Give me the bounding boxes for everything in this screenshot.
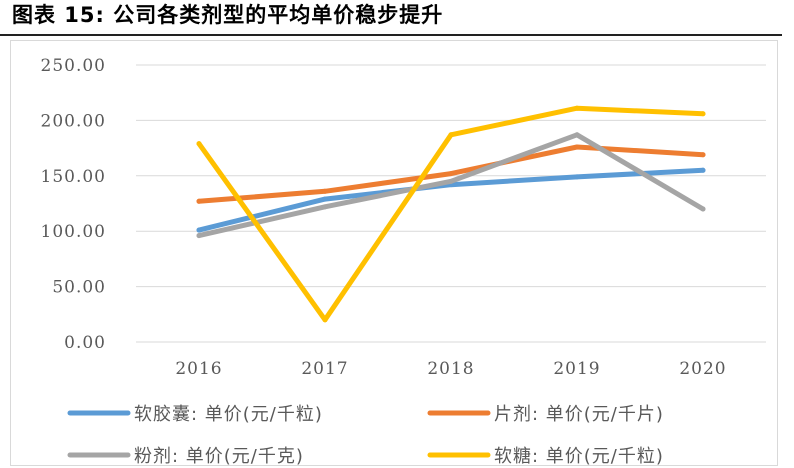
data-point	[448, 178, 454, 184]
y-tick-label: 150.00	[41, 167, 106, 187]
series-lines	[196, 105, 706, 323]
legend-label: 软糖: 单价(元/千粒)	[494, 446, 664, 467]
data-point	[700, 152, 706, 158]
data-point	[322, 317, 328, 323]
chart-title: 图表 15: 公司各类剂型的平均单价稳步提升	[12, 3, 444, 27]
data-point	[700, 167, 706, 173]
y-tick-label: 0.00	[64, 333, 106, 353]
data-point	[700, 206, 706, 212]
data-point	[448, 132, 454, 138]
data-point	[574, 174, 580, 180]
data-point	[448, 171, 454, 177]
x-tick-label: 2018	[427, 359, 474, 379]
y-tick-label: 50.00	[52, 278, 106, 298]
legend-label: 粉剂: 单价(元/千克)	[134, 446, 304, 467]
y-tick-label: 200.00	[41, 111, 106, 131]
x-axis-tick-labels: 2016 2017 2018 2019 2020	[175, 359, 726, 379]
data-point	[322, 204, 328, 210]
legend-label: 软胶囊: 单价(元/千粒)	[134, 404, 323, 425]
data-point	[574, 144, 580, 150]
data-point	[322, 196, 328, 202]
data-point	[196, 141, 202, 147]
x-tick-label: 2017	[301, 359, 348, 379]
title-rule	[0, 34, 782, 36]
data-point	[196, 233, 202, 239]
gridlines	[136, 64, 766, 343]
data-point	[196, 227, 202, 233]
x-tick-label: 2020	[679, 359, 726, 379]
legend: 软胶囊: 单价(元/千粒) 片剂: 单价(元/千片) 粉剂: 单价(元/千克) 软糖:…	[67, 404, 664, 467]
x-tick-label: 2016	[175, 359, 222, 379]
chart-frame	[10, 40, 778, 466]
y-tick-label: 100.00	[41, 222, 106, 242]
data-point	[322, 188, 328, 194]
data-point	[574, 105, 580, 111]
legend-label: 片剂: 单价(元/千片)	[494, 404, 664, 425]
data-point	[196, 198, 202, 204]
y-axis-tick-labels: 0.00 50.00 100.00 150.00 200.00 250.00	[41, 56, 106, 353]
data-point	[574, 132, 580, 138]
data-point	[700, 111, 706, 117]
y-tick-label: 250.00	[41, 56, 106, 76]
x-tick-label: 2019	[553, 359, 600, 379]
